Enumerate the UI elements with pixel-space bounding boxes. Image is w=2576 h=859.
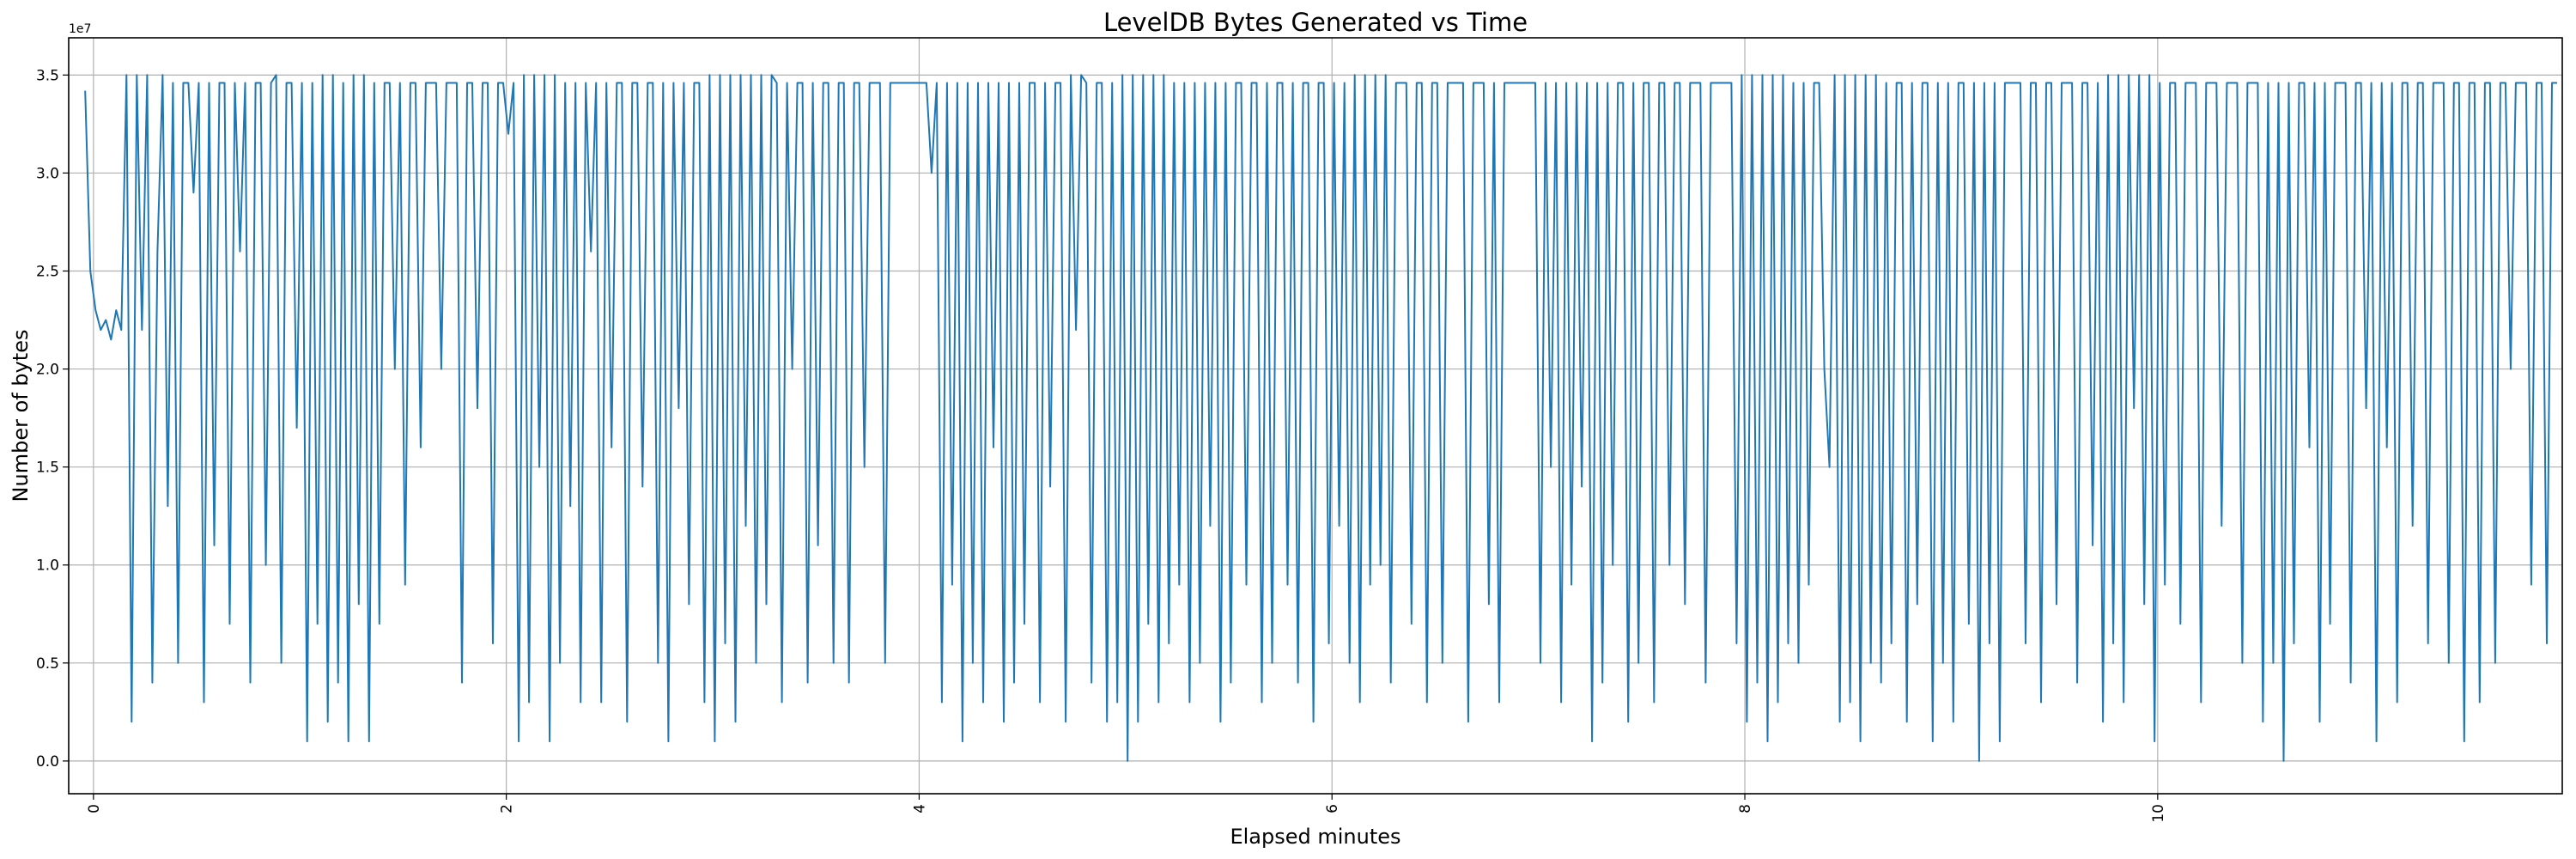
x-tick-label: 6 [1324, 804, 1341, 813]
plot-area [84, 74, 2557, 762]
y-tick-label: 0.5 [36, 655, 59, 673]
x-tick-label: 8 [1737, 804, 1754, 813]
y-axis-label: Number of bytes [9, 330, 33, 503]
y-tick-label: 1.0 [36, 557, 59, 575]
x-axis-label: Elapsed minutes [1230, 825, 1400, 849]
chart-title: LevelDB Bytes Generated vs Time [1103, 8, 1528, 37]
y-tick-label: 3.0 [36, 165, 59, 182]
grid-lines [69, 38, 2562, 794]
x-tick-label: 4 [911, 804, 928, 813]
x-axis-ticks: 0 2 4 6 8 10 [86, 794, 2167, 823]
y-tick-label: 0.0 [36, 753, 59, 771]
y-axis-ticks: 0.0 0.5 1.0 1.5 2.0 2.5 3.0 3.5 [36, 67, 69, 771]
series-line-bytes [84, 74, 2557, 762]
y-tick-label: 2.0 [36, 362, 59, 379]
y-offset-label: 1e7 [69, 22, 91, 36]
x-tick-label: 2 [499, 804, 516, 813]
x-tick-label: 10 [2150, 804, 2167, 823]
axes-frame [68, 37, 2563, 795]
y-tick-label: 2.5 [36, 264, 59, 281]
y-tick-label: 3.5 [36, 67, 59, 84]
x-tick-label: 0 [86, 804, 103, 813]
y-tick-label: 1.5 [36, 460, 59, 477]
